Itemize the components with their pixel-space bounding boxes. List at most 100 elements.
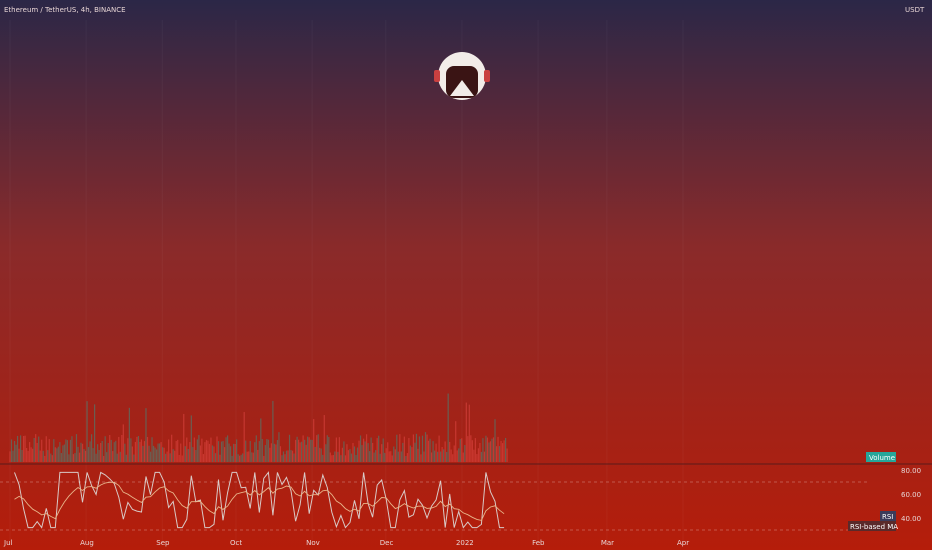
volume-bar	[408, 437, 410, 462]
rsi-tick-label: 40.00	[901, 515, 921, 523]
volume-bar	[112, 451, 114, 462]
volume-bar	[267, 439, 269, 462]
volume-bar	[278, 432, 280, 462]
volume-bar	[107, 442, 109, 462]
volume-bar	[223, 447, 226, 462]
volume-bar	[310, 439, 312, 462]
volume-bar	[367, 443, 369, 462]
volume-bar	[433, 450, 436, 462]
volume-bar	[387, 442, 389, 462]
volume-bar	[252, 452, 254, 462]
volume-bars	[9, 393, 508, 462]
volume-bar	[199, 445, 201, 462]
volume-bar	[204, 442, 206, 462]
volume-bar	[201, 438, 203, 462]
volume-bar	[136, 436, 138, 462]
volume-bar	[171, 434, 173, 462]
volume-bar	[100, 443, 102, 462]
volume-bar	[38, 436, 40, 462]
volume-bar	[35, 434, 37, 462]
volume-bar	[130, 438, 132, 462]
volume-bar	[119, 451, 121, 462]
volume-bar	[400, 451, 402, 462]
volume-bar	[405, 455, 407, 462]
volume-bar	[240, 454, 242, 462]
volume-bar	[213, 446, 215, 462]
volume-bar	[272, 400, 274, 462]
volume-bar	[494, 419, 496, 462]
volume-bar	[139, 441, 141, 462]
volume-bar	[349, 448, 351, 462]
volume-bar	[205, 440, 208, 462]
volume-bar	[485, 435, 487, 462]
volume-bar	[248, 451, 250, 462]
volume-bar	[180, 443, 182, 462]
rsi-ma-tag-label: RSI-based MA	[850, 523, 898, 531]
volume-bar	[486, 437, 489, 462]
volume-bar	[362, 438, 365, 462]
volume-bar	[328, 436, 330, 462]
volume-bar	[358, 440, 360, 462]
time-tick-label: Aug	[80, 539, 94, 547]
volume-bar	[219, 454, 221, 462]
volume-bar	[258, 441, 260, 462]
volume-bar	[473, 449, 475, 462]
volume-bar	[56, 448, 58, 462]
volume-bar	[239, 455, 241, 462]
volume-bar	[343, 441, 345, 462]
volume-bar	[74, 453, 76, 462]
volume-bar	[246, 451, 248, 462]
volume-bar	[355, 454, 357, 462]
volume-bar	[279, 446, 282, 462]
volume-bar	[412, 434, 415, 462]
volume-tag-label: Volume	[869, 454, 895, 462]
volume-bar	[133, 454, 135, 462]
volume-bar	[356, 447, 359, 462]
volume-bar	[90, 434, 93, 462]
volume-bar	[340, 455, 342, 462]
volume-bar	[152, 445, 155, 462]
volume-bar	[95, 453, 97, 462]
volume-bar	[346, 444, 348, 462]
volume-bar	[160, 442, 162, 462]
volume-bar	[109, 434, 111, 462]
volume-bar	[121, 434, 123, 462]
volume-bar	[270, 443, 272, 462]
volume-bar	[98, 450, 100, 462]
time-tick-label: Nov	[306, 539, 320, 547]
volume-bar	[165, 453, 167, 462]
volume-bar	[32, 448, 34, 462]
volume-bar	[325, 444, 327, 462]
volume-bar	[104, 436, 106, 462]
volume-bar	[207, 440, 209, 462]
volume-bar	[41, 439, 43, 462]
volume-bar	[423, 451, 425, 462]
volume-bar	[226, 435, 229, 462]
rsi-tag	[880, 511, 896, 521]
volume-bar	[220, 441, 223, 462]
volume-bar	[184, 446, 186, 462]
volume-bar	[453, 445, 455, 462]
volume-bar	[285, 450, 288, 462]
volume-bar	[364, 441, 366, 462]
volume-bar	[461, 438, 463, 462]
volume-bar	[261, 439, 263, 462]
volume-bar	[187, 449, 189, 462]
volume-bar	[495, 446, 498, 462]
volume-bar	[388, 451, 390, 462]
volume-bar	[483, 451, 486, 462]
volume-bar	[488, 442, 490, 462]
volume-bar	[163, 447, 165, 462]
volume-bar	[311, 439, 313, 462]
volume-bar	[326, 435, 328, 462]
volume-bar	[94, 404, 96, 462]
volume-bar	[276, 440, 279, 462]
volume-bar	[155, 449, 158, 462]
volume-bar	[134, 441, 137, 462]
volume-bar	[198, 435, 200, 462]
volume-bar	[426, 434, 428, 462]
volume-bar	[446, 451, 448, 462]
volume-bar	[142, 445, 144, 462]
volume-bar	[13, 440, 16, 462]
